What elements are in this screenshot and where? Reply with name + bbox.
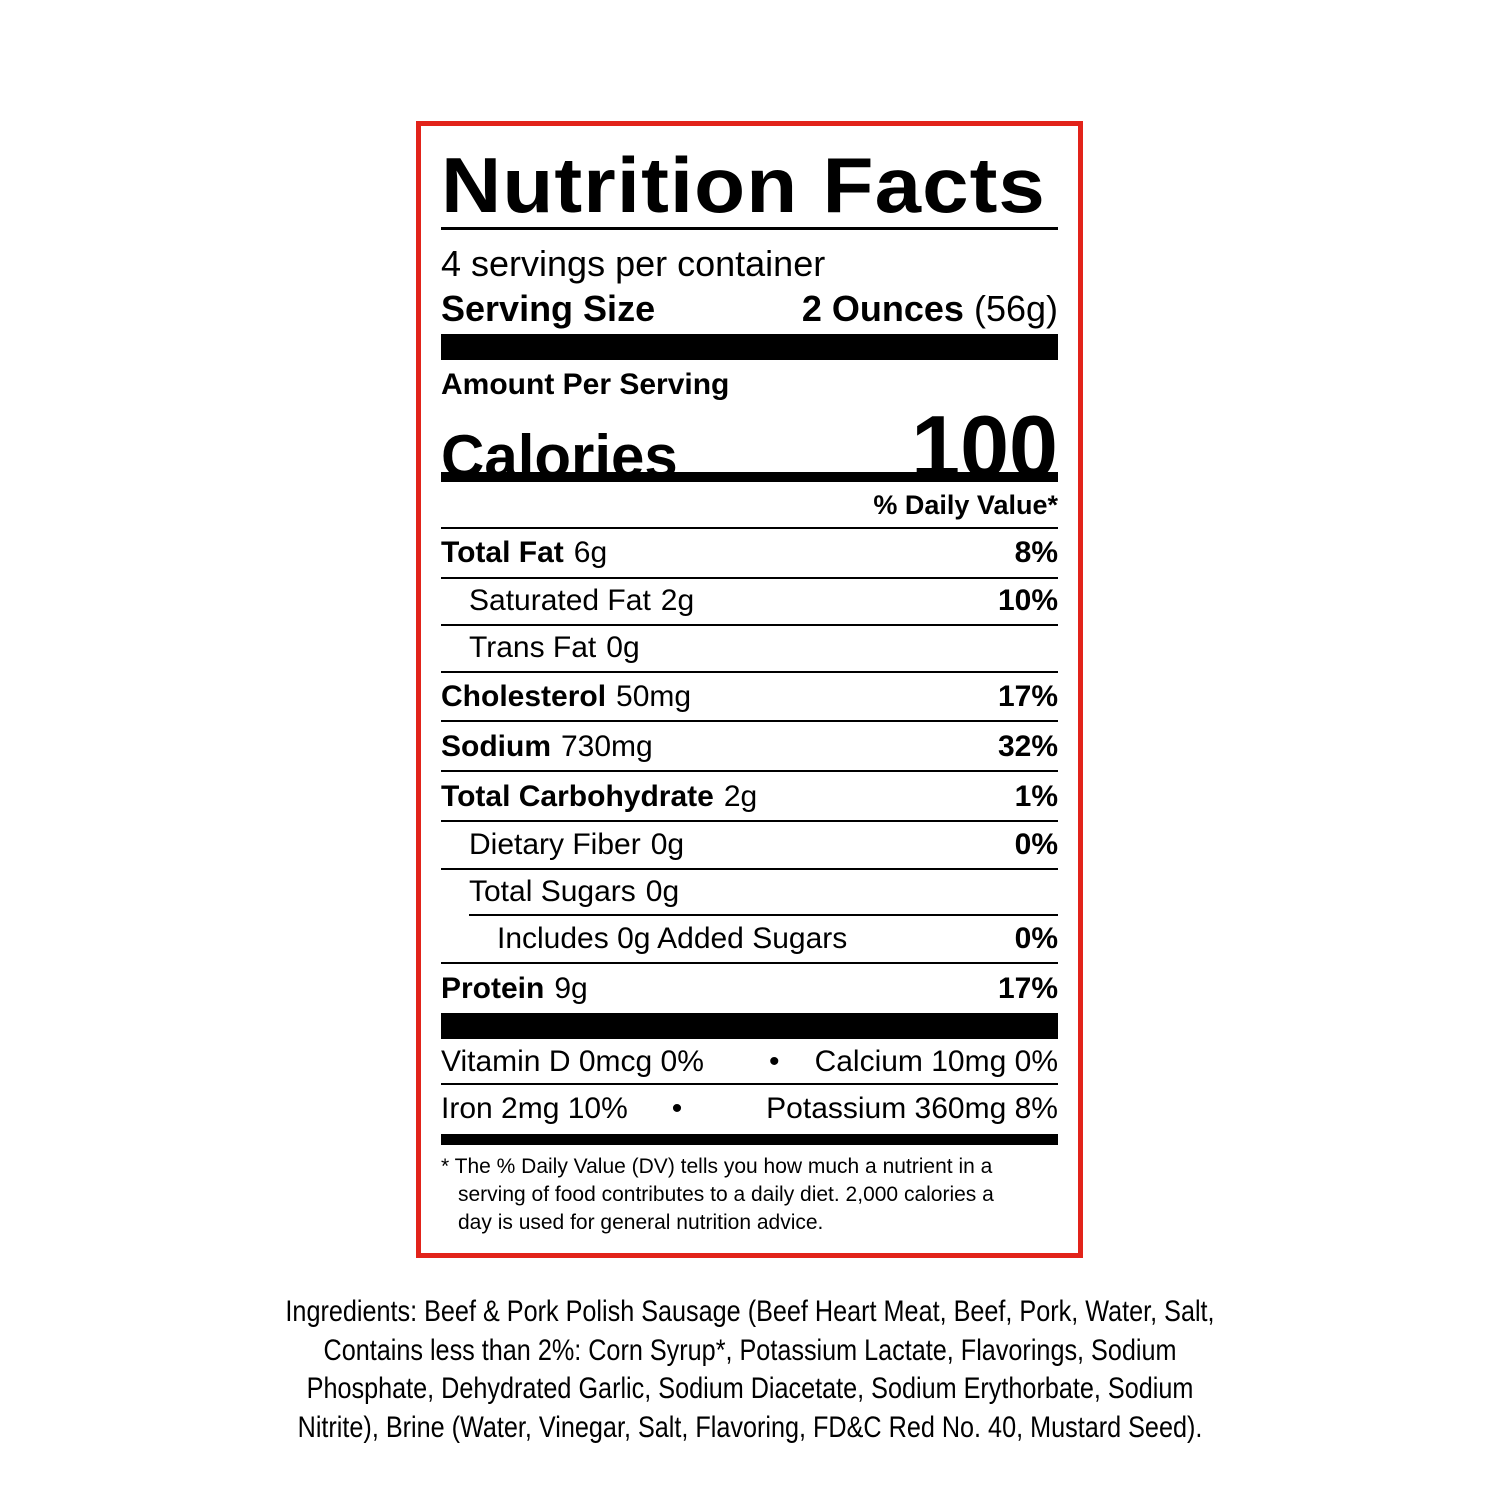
nutrient-amount: 6g <box>573 536 608 569</box>
nutrient-amount: 0g <box>650 828 685 861</box>
vitamin-d: Vitamin D 0mcg 0% <box>441 1045 704 1078</box>
ingredients-line: Nitrite), Brine (Water, Vinegar, Salt, F… <box>297 1410 1203 1444</box>
nutrient-amount: 2g <box>660 584 695 617</box>
nutrient-daily-value: 1% <box>1014 780 1058 813</box>
nutrient-name: Sodium 730mg <box>441 730 653 764</box>
nutrition-label-border <box>416 121 1083 1258</box>
nutrient-name: Dietary Fiber 0g <box>469 828 684 862</box>
divider <box>441 720 1058 722</box>
thick-divider <box>441 1013 1058 1039</box>
divider <box>441 227 1058 230</box>
calories-row: Calories 100 <box>441 396 1058 498</box>
nutrient-row: Protein 9g 17% <box>441 972 1058 1006</box>
calcium: Calcium 10mg 0% <box>814 1045 1058 1078</box>
servings-per-container: 4 servings per container <box>441 243 826 284</box>
nutrient-amount: 0g <box>645 875 680 908</box>
footnote-line: day is used for general nutrition advice… <box>458 1211 824 1234</box>
nutrient-name: Saturated Fat 2g <box>469 584 694 618</box>
nutrient-amount: 0g <box>606 631 640 664</box>
nutrient-name: Total Sugars 0g <box>469 875 679 909</box>
iron: Iron 2mg 10% <box>441 1092 628 1125</box>
nutrient-row: Dietary Fiber 0g 0% <box>441 828 1058 862</box>
footnote-line: serving of food contributes to a daily d… <box>458 1183 994 1206</box>
divider <box>441 624 1058 626</box>
footnote-line: * The % Daily Value (DV) tells you how m… <box>441 1155 993 1178</box>
footnote: * The % Daily Value (DV) tells you how m… <box>441 1153 1058 1237</box>
nutrient-label: Cholesterol <box>441 680 607 713</box>
nutrient-name: Cholesterol 50mg <box>441 680 691 714</box>
divider <box>441 671 1058 673</box>
nutrient-daily-value: 17% <box>997 680 1058 713</box>
medium-divider <box>441 1134 1058 1145</box>
nutrient-row: Trans Fat 0g <box>441 631 1058 665</box>
nutrient-amount: 2g <box>723 780 758 813</box>
ingredients: Ingredients: Beef & Pork Polish Sausage … <box>150 1293 1350 1447</box>
medium-divider <box>441 472 1058 482</box>
nutrient-daily-value: 10% <box>997 584 1058 617</box>
nutrient-label: Sodium <box>441 730 551 763</box>
nutrient-amount: 9g <box>554 972 588 1005</box>
divider <box>441 527 1058 529</box>
nutrient-name: Includes 0g Added Sugars <box>497 922 857 956</box>
nutrient-label: Dietary Fiber <box>469 828 641 861</box>
ingredients-line: Ingredients: Beef & Pork Polish Sausage … <box>285 1295 1215 1328</box>
nutrient-daily-value: 0% <box>1014 828 1058 861</box>
ingredients-line: Contains less than 2%: Corn Syrup*, Pota… <box>323 1333 1177 1367</box>
divider <box>441 577 1058 579</box>
nutrient-row: Total Carbohydrate 2g 1% <box>441 780 1058 814</box>
calories-value: 100 <box>911 397 1058 496</box>
divider <box>469 914 1058 916</box>
nutrient-daily-value: 8% <box>1014 536 1058 569</box>
nutrient-name: Protein 9g <box>441 972 588 1006</box>
thick-divider <box>441 334 1058 360</box>
divider <box>441 770 1058 772</box>
nutrient-row: Total Sugars 0g <box>441 875 1058 909</box>
nutrient-label: Saturated Fat <box>469 584 651 617</box>
divider <box>441 868 1058 870</box>
nutrient-label: Protein <box>441 972 545 1005</box>
divider <box>441 820 1058 822</box>
daily-value-header: % Daily Value* <box>873 490 1058 520</box>
divider <box>441 1083 1058 1085</box>
potassium: Potassium 360mg 8% <box>766 1092 1058 1125</box>
nutrient-name: Total Carbohydrate 2g <box>441 780 757 814</box>
nutrient-amount: 730mg <box>561 730 653 763</box>
serving-size-label: Serving Size <box>441 288 656 329</box>
nutrient-label: Includes 0g Added Sugars <box>497 922 848 955</box>
divider <box>441 962 1058 964</box>
nutrient-label: Trans Fat <box>469 631 597 664</box>
ingredients-line: Phosphate, Dehydrated Garlic, Sodium Dia… <box>306 1372 1194 1405</box>
nutrient-daily-value: 0% <box>1014 922 1058 955</box>
nutrient-row: Cholesterol 50mg 17% <box>441 680 1058 714</box>
nutrient-row: Saturated Fat 2g 10% <box>441 584 1058 618</box>
serving-size-row: Serving Size 2 Ounces (56g) <box>441 288 1058 330</box>
label-title: Nutrition Facts <box>441 141 1046 229</box>
bullet: • <box>671 1092 683 1125</box>
nutrient-row: Sodium 730mg 32% <box>441 730 1058 764</box>
vitamin-row: Vitamin D 0mcg 0% • Calcium 10mg 0% <box>441 1045 1058 1079</box>
nutrient-name: Total Fat 6g <box>441 536 607 570</box>
nutrient-row: Total Fat 6g 8% <box>441 536 1058 570</box>
bullet: • <box>768 1045 780 1078</box>
nutrient-name: Trans Fat 0g <box>469 631 640 665</box>
nutrient-daily-value: 17% <box>997 972 1058 1005</box>
serving-size-value: 2 Ounces (56g) <box>801 288 1058 329</box>
nutrient-daily-value: 32% <box>997 730 1058 763</box>
nutrient-amount: 50mg <box>616 680 692 713</box>
nutrient-label: Total Fat <box>441 536 564 569</box>
mineral-row: Iron 2mg 10% • Potassium 360mg 8% <box>441 1092 1058 1126</box>
nutrient-label: Total Sugars <box>469 875 636 908</box>
nutrient-label: Total Carbohydrate <box>441 780 714 813</box>
amount-per-serving: Amount Per Serving <box>441 368 730 401</box>
nutrient-row: Includes 0g Added Sugars 0% <box>441 922 1058 956</box>
